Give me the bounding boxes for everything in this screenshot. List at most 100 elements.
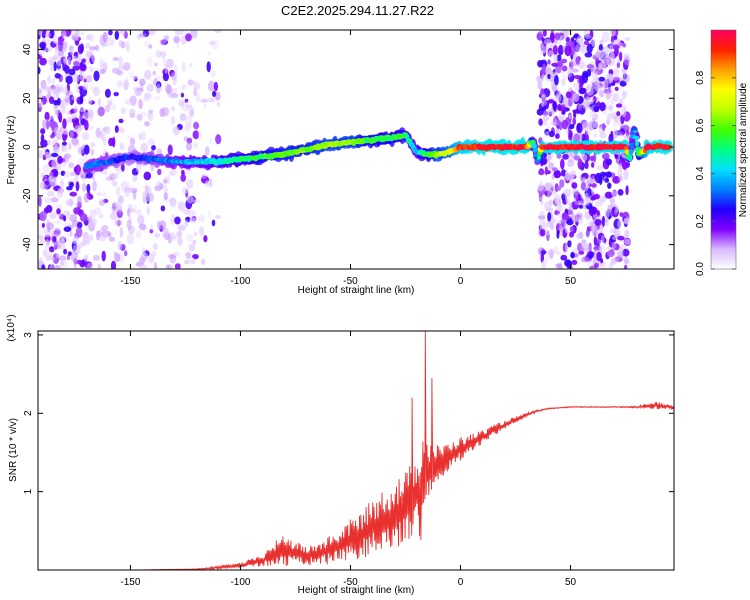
signal-core bbox=[531, 142, 537, 149]
noise-blob bbox=[607, 249, 615, 258]
noise-blob bbox=[619, 42, 624, 49]
noise-blob bbox=[598, 195, 607, 203]
noise-blob bbox=[554, 172, 562, 178]
noise-blob bbox=[143, 40, 150, 47]
noise-blob bbox=[591, 70, 598, 82]
noise-blob bbox=[184, 115, 192, 127]
noise-blob bbox=[89, 209, 96, 218]
noise-blob bbox=[163, 35, 170, 40]
noise-blob bbox=[73, 207, 82, 215]
noise-blob bbox=[537, 81, 543, 90]
noise-blob bbox=[62, 141, 67, 146]
noise-blob bbox=[51, 256, 55, 262]
noise-blob bbox=[570, 170, 577, 179]
noise-blob bbox=[83, 192, 90, 203]
noise-blob bbox=[53, 169, 58, 177]
noise-blob bbox=[594, 219, 602, 226]
noise-blob bbox=[38, 99, 44, 108]
noise-blob bbox=[53, 227, 61, 238]
noise-blob bbox=[138, 223, 147, 231]
noise-blob bbox=[63, 145, 68, 153]
y-tick-label: 3 bbox=[23, 332, 34, 338]
noise-blob bbox=[95, 127, 101, 138]
noise-blob bbox=[184, 219, 189, 227]
noise-blob bbox=[581, 256, 590, 263]
noise-blob bbox=[547, 59, 551, 65]
noise-blob bbox=[542, 110, 549, 116]
noise-blob bbox=[171, 106, 175, 112]
signal-core bbox=[665, 144, 672, 150]
noise-blob bbox=[77, 147, 85, 155]
noise-blob bbox=[45, 239, 50, 250]
noise-blob bbox=[69, 130, 74, 139]
noise-blob bbox=[596, 96, 600, 103]
noise-blob bbox=[599, 102, 606, 112]
noise-blob bbox=[189, 107, 195, 118]
noise-blob bbox=[596, 165, 604, 171]
noise-blob bbox=[545, 221, 554, 228]
noise-blob bbox=[56, 187, 64, 198]
noise-blob bbox=[605, 171, 612, 178]
noise-blob bbox=[608, 44, 614, 53]
noise-blob bbox=[67, 56, 71, 62]
noise-blob bbox=[153, 242, 158, 251]
noise-blob bbox=[60, 259, 68, 269]
signal-core bbox=[634, 140, 640, 147]
noise-blob bbox=[567, 158, 574, 164]
noise-blob bbox=[556, 54, 562, 62]
noise-blob bbox=[185, 233, 194, 243]
noise-blob bbox=[97, 106, 105, 117]
noise-blob bbox=[562, 74, 568, 80]
signal-core bbox=[630, 142, 635, 149]
noise-blob bbox=[185, 142, 193, 151]
noise-blob bbox=[151, 144, 156, 151]
noise-blob bbox=[542, 115, 550, 122]
noise-blob bbox=[187, 79, 194, 86]
noise-blob bbox=[55, 83, 61, 93]
colorbar-tick-label: 0.6 bbox=[695, 118, 706, 132]
noise-blob bbox=[555, 263, 563, 268]
noise-blob bbox=[193, 199, 201, 204]
noise-blob bbox=[62, 30, 67, 40]
noise-blob bbox=[124, 182, 131, 194]
noise-blob bbox=[107, 99, 113, 107]
noise-blob bbox=[66, 198, 74, 207]
noise-blob bbox=[41, 223, 45, 228]
noise-blob bbox=[560, 254, 568, 261]
noise-blob bbox=[144, 69, 152, 80]
noise-blob bbox=[43, 87, 51, 92]
noise-blob bbox=[573, 75, 581, 79]
noise-blob bbox=[594, 51, 602, 60]
noise-blob bbox=[604, 218, 609, 227]
noise-blob bbox=[120, 107, 126, 115]
x-tick-label: 0 bbox=[458, 577, 464, 588]
noise-blob bbox=[56, 67, 65, 73]
noise-blob bbox=[552, 54, 558, 63]
noise-blob bbox=[65, 91, 69, 98]
noise-blob bbox=[181, 62, 186, 72]
noise-blob bbox=[82, 154, 89, 163]
noise-blob bbox=[606, 158, 613, 166]
y-tick-label: 20 bbox=[22, 92, 33, 104]
noise-blob bbox=[185, 33, 192, 42]
noise-blob bbox=[565, 199, 571, 206]
noise-blob bbox=[557, 103, 562, 111]
noise-blob bbox=[89, 34, 95, 42]
noise-blob bbox=[89, 46, 97, 51]
noise-blob bbox=[54, 219, 61, 225]
noise-blob bbox=[82, 132, 90, 141]
noise-blob bbox=[552, 167, 558, 172]
noise-blob bbox=[624, 238, 632, 245]
noise-blob bbox=[591, 162, 595, 168]
noise-blob bbox=[84, 120, 89, 131]
noise-blob bbox=[40, 172, 45, 179]
noise-blob bbox=[71, 137, 79, 146]
noise-blob bbox=[116, 80, 123, 88]
noise-blob bbox=[577, 216, 584, 225]
noise-blob bbox=[163, 192, 168, 201]
noise-blob bbox=[617, 189, 624, 196]
snr-y-axis-title: SNR (10 * v/v) bbox=[8, 418, 19, 482]
noise-blob bbox=[539, 229, 546, 237]
noise-blob bbox=[556, 185, 562, 191]
noise-blob bbox=[97, 98, 102, 107]
